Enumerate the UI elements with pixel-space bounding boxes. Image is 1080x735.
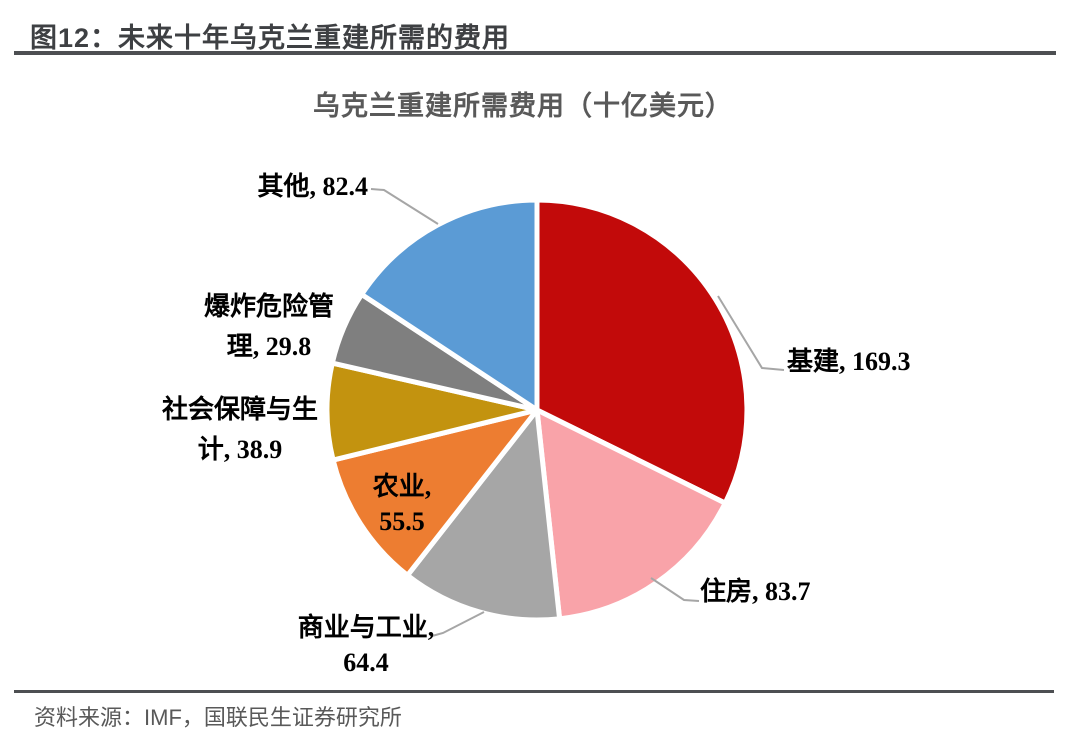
pie-label-agriculture: 农业, 55.5 xyxy=(373,469,432,539)
pie-label-other-text: 其他, 82.4 xyxy=(257,172,368,201)
pie-label-commerce-line1: 商业与工业, xyxy=(297,613,435,642)
pie-label-social-line2: 计, 38.9 xyxy=(197,435,283,464)
leader-line-housing xyxy=(650,577,700,602)
pie-label-housing: 住房, 83.7 xyxy=(700,577,811,607)
pie-label-housing-text: 住房, 83.7 xyxy=(700,577,811,606)
pie-label-commerce-industry: 商业与工业, 64.4 xyxy=(298,610,435,680)
pie-label-agriculture-line1: 农业, xyxy=(372,472,432,501)
pie-label-other: 其他, 82.4 xyxy=(257,172,368,202)
source-rule xyxy=(14,690,1054,693)
pie-slice-4 xyxy=(330,407,540,578)
pie-label-commerce-line2: 64.4 xyxy=(343,648,389,677)
leader-line-commerce xyxy=(431,611,485,637)
pie-label-explosive-line1: 爆炸危险管 xyxy=(203,292,335,321)
pie-label-social-protection: 社会保障与生 计, 38.9 xyxy=(162,390,318,470)
pie-label-explosive-hazard: 爆炸危险管 理, 29.8 xyxy=(204,287,334,367)
leader-line-infrastructure xyxy=(717,295,785,371)
leader-line-other xyxy=(370,188,439,225)
pie-label-infrastructure: 基建, 169.3 xyxy=(787,347,911,377)
heading-rule xyxy=(14,51,1056,55)
pie-label-agriculture-line2: 55.5 xyxy=(379,507,425,536)
pie-slice-7 xyxy=(359,197,540,413)
pie-slices xyxy=(324,197,750,623)
pie-slice-3 xyxy=(405,407,563,623)
pie-label-explosive-line2: 理, 29.8 xyxy=(226,332,312,361)
pie-slice-1 xyxy=(534,197,750,506)
chart-title: 乌克兰重建所需费用（十亿美元） xyxy=(313,91,733,121)
source-note: 资料来源：IMF，国联民生证券研究所 xyxy=(34,705,402,730)
pie-label-social-line1: 社会保障与生 xyxy=(161,395,319,424)
leader-lines xyxy=(370,188,785,637)
pie-label-infrastructure-text: 基建, 169.3 xyxy=(787,347,911,376)
figure-heading: 图12：未来十年乌克兰重建所需的费用 xyxy=(30,23,511,53)
